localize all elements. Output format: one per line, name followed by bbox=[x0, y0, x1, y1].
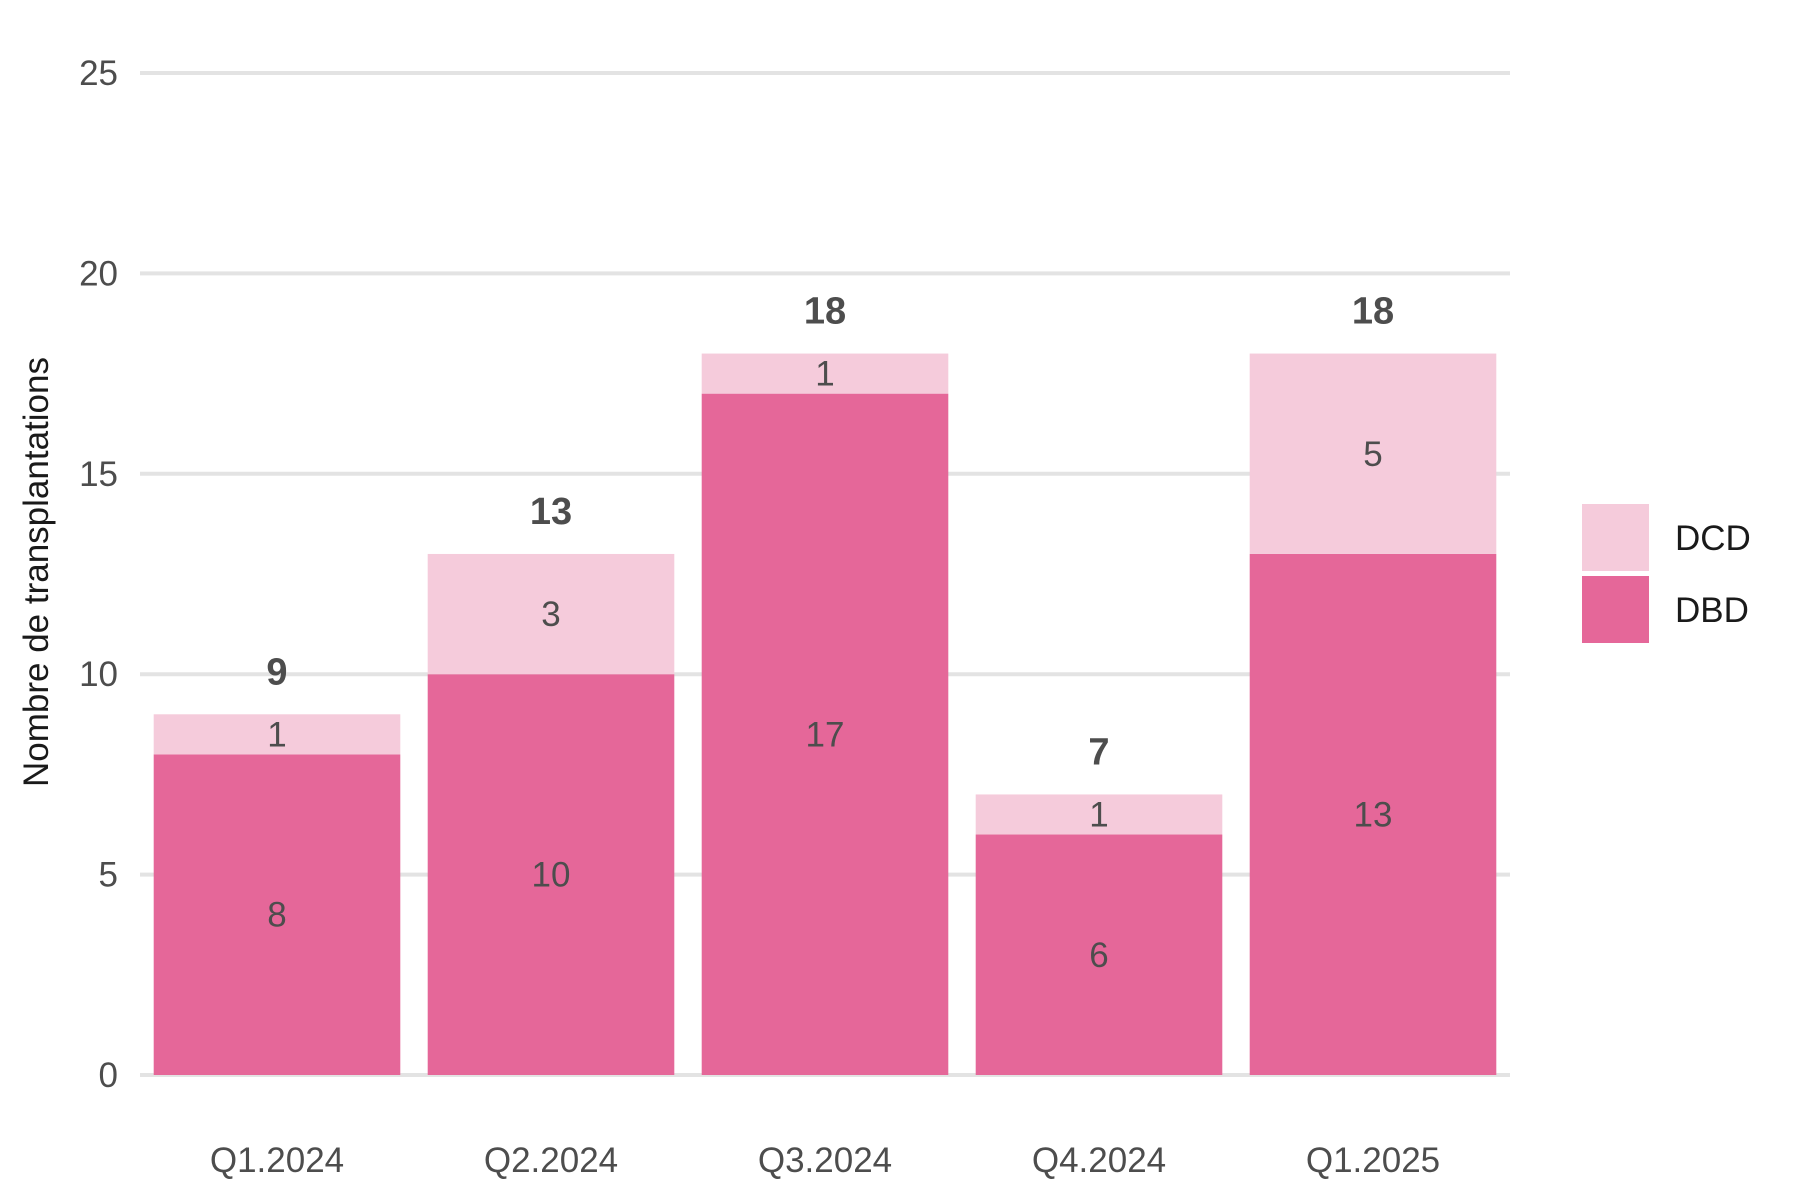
y-tick-label-25: 25 bbox=[79, 54, 118, 93]
bar-dcd-Q1.2024 bbox=[153, 714, 401, 755]
y-tick-label-20: 20 bbox=[79, 254, 118, 293]
bar-dcd-Q3.2024 bbox=[701, 353, 949, 394]
bar-total-label-Q1.2024: 9 bbox=[266, 651, 287, 693]
bar-value-label-dbd-Q2.2024: 10 bbox=[532, 856, 571, 895]
x-tick-label-Q1.2024: Q1.2024 bbox=[210, 1141, 344, 1180]
x-tick-label-Q1.2025: Q1.2025 bbox=[1306, 1141, 1440, 1180]
bar-value-label-dcd-Q4.2024: 1 bbox=[1089, 795, 1108, 834]
bar-dbd-Q1.2024 bbox=[153, 754, 401, 1075]
bar-value-label-dbd-Q1.2024: 8 bbox=[267, 896, 286, 935]
bar-dbd-Q3.2024 bbox=[701, 393, 949, 1075]
bar-dbd-Q2.2024 bbox=[427, 674, 675, 1075]
y-tick-label-0: 0 bbox=[99, 1056, 118, 1095]
x-tick-label-Q4.2024: Q4.2024 bbox=[1032, 1141, 1166, 1180]
x-tick-label-Q2.2024: Q2.2024 bbox=[484, 1141, 618, 1180]
bar-total-label-Q2.2024: 13 bbox=[530, 491, 572, 533]
bar-dcd-Q2.2024 bbox=[427, 553, 675, 675]
bar-total-label-Q1.2025: 18 bbox=[1352, 291, 1394, 333]
bar-value-label-dbd-Q4.2024: 6 bbox=[1089, 936, 1108, 975]
legend: DCD DBD bbox=[1582, 504, 1751, 643]
bar-value-label-dcd-Q3.2024: 1 bbox=[815, 355, 834, 394]
bar-value-label-dcd-Q2.2024: 3 bbox=[541, 595, 560, 634]
y-tick-label-15: 15 bbox=[79, 455, 118, 494]
bars bbox=[153, 353, 1497, 1075]
legend-swatch-dbd bbox=[1582, 576, 1649, 643]
bar-value-label-dbd-Q3.2024: 17 bbox=[806, 715, 845, 754]
bar-dcd-Q4.2024 bbox=[975, 794, 1223, 835]
y-tick-label-10: 10 bbox=[79, 655, 118, 694]
bar-value-label-dbd-Q1.2025: 13 bbox=[1354, 795, 1393, 834]
legend-label-dbd: DBD bbox=[1675, 591, 1749, 630]
bar-total-label-Q3.2024: 18 bbox=[804, 291, 846, 333]
bar-dcd-Q1.2025 bbox=[1249, 353, 1497, 554]
bar-dbd-Q4.2024 bbox=[975, 834, 1223, 1075]
y-tick-label-5: 5 bbox=[99, 856, 118, 895]
bar-value-label-dcd-Q1.2024: 1 bbox=[267, 715, 286, 754]
bar-value-label-dcd-Q1.2025: 5 bbox=[1363, 435, 1382, 474]
legend-label-dcd: DCD bbox=[1675, 519, 1751, 558]
x-tick-label-Q3.2024: Q3.2024 bbox=[758, 1141, 892, 1180]
bar-dbd-Q1.2025 bbox=[1249, 553, 1497, 1075]
bar-total-label-Q4.2024: 7 bbox=[1088, 731, 1109, 773]
legend-swatch-dcd bbox=[1582, 504, 1649, 571]
y-axis-title: Nombre de transplantations bbox=[17, 357, 56, 787]
